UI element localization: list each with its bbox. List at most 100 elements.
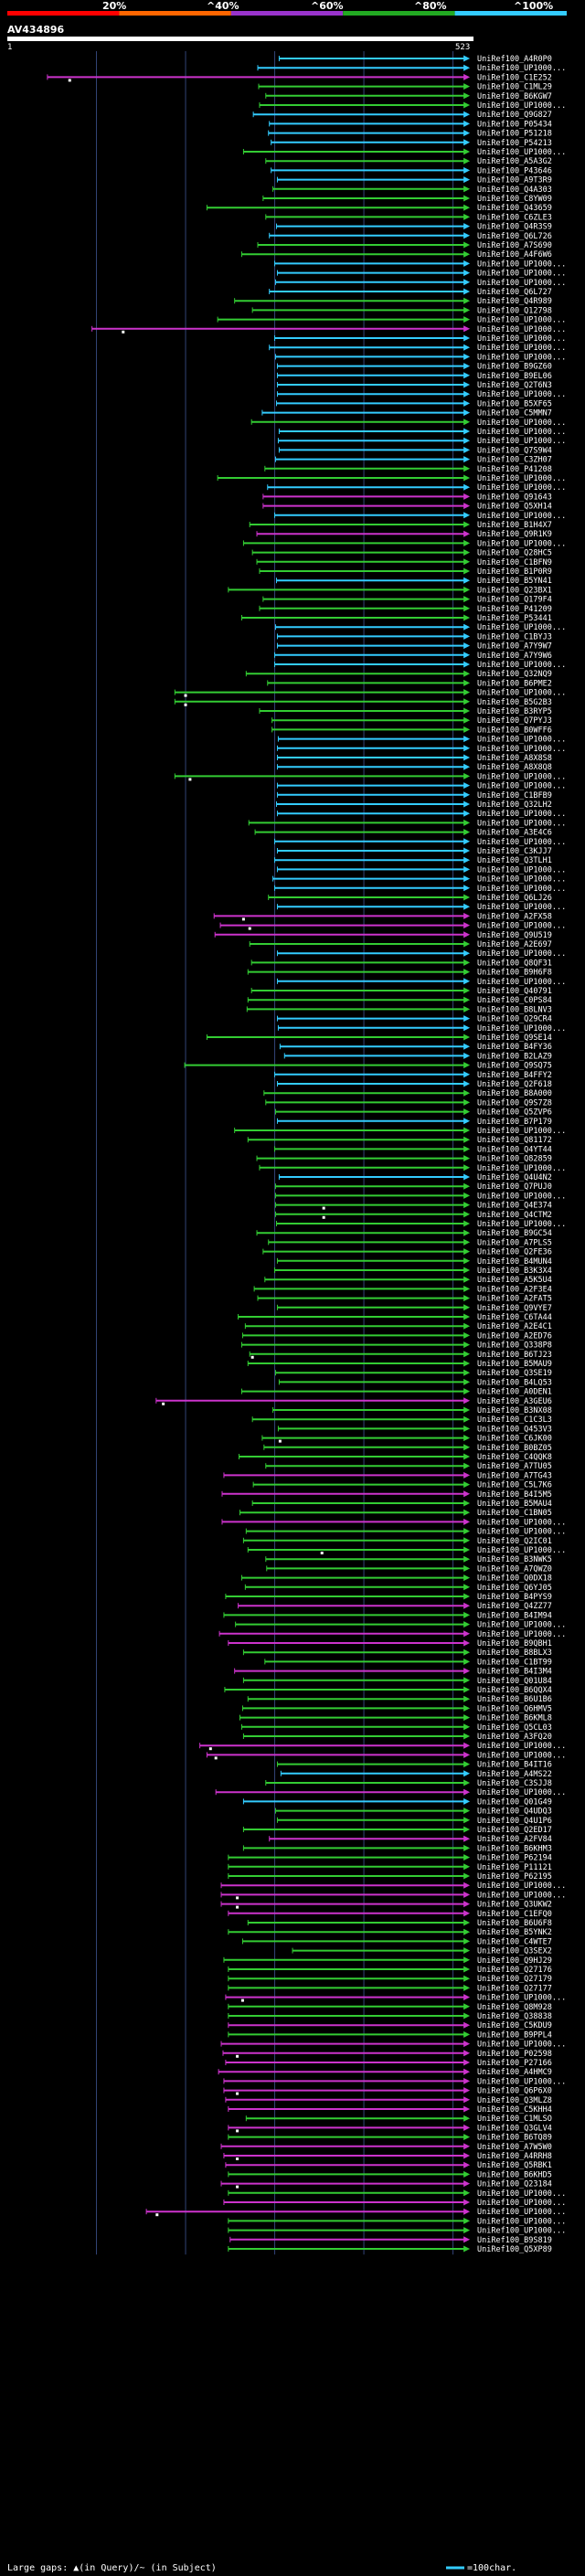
hit-row[interactable]: UniRef100_B9GC54 [256, 1229, 552, 1238]
hit-label[interactable]: UniRef100_A4R0P0 [477, 55, 552, 64]
hit-label[interactable]: UniRef100_Q338P8 [477, 1341, 552, 1351]
hit-label[interactable]: UniRef100_C5KDU9 [477, 2021, 552, 2030]
hit-label[interactable]: UniRef100_UP1000... [477, 2189, 566, 2199]
hit-row[interactable]: UniRef100_B5XF65 [275, 399, 552, 408]
hit-row[interactable]: UniRef100_Q01G49 [242, 1797, 552, 1807]
hit-row[interactable]: UniRef100_Q5ZVP6 [275, 1108, 552, 1118]
hit-row[interactable]: UniRef100_UP1000... [91, 325, 567, 334]
hit-row[interactable]: UniRef100_A2ED76 [241, 1331, 552, 1341]
hit-row[interactable]: UniRef100_UP1000... [276, 270, 566, 279]
hit-row[interactable]: UniRef100_Q6P6X0 [223, 2087, 552, 2096]
hit-label[interactable]: UniRef100_B2LAZ9 [477, 1052, 552, 1061]
hit-label[interactable]: UniRef100_B3RYP5 [477, 707, 552, 716]
hit-row[interactable]: UniRef100_Q01U84 [242, 1677, 552, 1686]
hit-label[interactable]: UniRef100_Q3TLH1 [477, 856, 552, 865]
hit-row[interactable]: UniRef100_Q4YT44 [274, 1145, 552, 1154]
hit-row[interactable]: UniRef100_Q5XH14 [262, 503, 552, 512]
hit-label[interactable]: UniRef100_UP1000... [477, 334, 566, 344]
hit-row[interactable]: UniRef100_B4IT16 [276, 1761, 552, 1770]
hit-label[interactable]: UniRef100_UP1000... [477, 736, 566, 745]
hit-row[interactable]: UniRef100_Q4R989 [234, 297, 552, 306]
hit-label[interactable]: UniRef100_B0BZ05 [477, 1444, 552, 1453]
hit-row[interactable]: UniRef100_B6QQX4 [224, 1686, 552, 1695]
hit-label[interactable]: UniRef100_Q9HJ29 [477, 1956, 552, 1966]
hit-row[interactable]: UniRef100_B5G2B3 [174, 698, 552, 707]
hit-label[interactable]: UniRef100_UP1000... [477, 270, 566, 279]
hit-label[interactable]: UniRef100_Q0DX18 [477, 1574, 552, 1584]
hit-label[interactable]: UniRef100_Q4U4N2 [477, 1173, 552, 1182]
hit-row[interactable]: UniRef100_A4HMC9 [218, 2068, 552, 2077]
hit-row[interactable]: UniRef100_B3K3X4 [274, 1267, 552, 1276]
hit-row[interactable]: UniRef100_A2E4C1 [244, 1322, 552, 1331]
hit-label[interactable]: UniRef100_B4LQ53 [477, 1378, 552, 1387]
hit-label[interactable]: UniRef100_B6KHM3 [477, 1844, 552, 1853]
hit-label[interactable]: UniRef100_UP1000... [477, 64, 566, 73]
hit-row[interactable]: UniRef100_P54213 [271, 139, 552, 148]
hit-row[interactable]: UniRef100_B9GZ60 [276, 363, 552, 372]
hit-row[interactable]: UniRef100_P41208 [264, 465, 552, 474]
hit-label[interactable]: UniRef100_UP1000... [477, 2217, 566, 2226]
hit-row[interactable]: UniRef100_Q23184 [220, 2180, 552, 2189]
hit-row[interactable]: UniRef100_Q38838 [228, 2012, 552, 2021]
hit-row[interactable]: UniRef100_UP1000... [219, 922, 566, 931]
hit-row[interactable]: UniRef100_C4WTE7 [241, 1937, 552, 1946]
hit-row[interactable]: UniRef100_B7P179 [276, 1118, 552, 1127]
hit-row[interactable]: UniRef100_UP1000... [223, 2199, 566, 2208]
hit-label[interactable]: UniRef100_UP1000... [477, 1788, 566, 1797]
hit-row[interactable]: UniRef100_Q27177 [228, 1984, 552, 1993]
hit-row[interactable]: UniRef100_B9QBH1 [228, 1639, 552, 1648]
hit-row[interactable]: UniRef100_A7Y9W7 [276, 642, 552, 652]
hit-label[interactable]: UniRef100_C1BFB9 [477, 791, 552, 800]
hit-row[interactable]: UniRef100_Q81172 [247, 1136, 552, 1145]
hit-row[interactable]: UniRef100_C6ZLE3 [265, 213, 552, 222]
hit-label[interactable]: UniRef100_Q27176 [477, 1966, 552, 1975]
hit-row[interactable]: UniRef100_UP1000... [217, 316, 566, 325]
hit-label[interactable]: UniRef100_UP1000... [477, 279, 566, 288]
hit-label[interactable]: UniRef100_Q6LJ26 [477, 894, 552, 903]
hit-row[interactable]: UniRef100_Q0DX18 [240, 1574, 552, 1584]
hit-label[interactable]: UniRef100_P62195 [477, 1872, 552, 1882]
hit-label[interactable]: UniRef100_A4MS22 [477, 1770, 552, 1779]
hit-row[interactable]: UniRef100_C1MLSO [245, 2115, 552, 2124]
hit-label[interactable]: UniRef100_UP1000... [477, 875, 566, 885]
hit-row[interactable]: UniRef100_Q2ED17 [242, 1826, 552, 1835]
hit-label[interactable]: UniRef100_A2ED76 [477, 1331, 552, 1341]
hit-label[interactable]: UniRef100_C4WTE7 [477, 1937, 552, 1946]
hit-label[interactable]: UniRef100_UP1000... [477, 1546, 566, 1555]
hit-label[interactable]: UniRef100_UP1000... [477, 810, 566, 819]
hit-label[interactable]: UniRef100_B5MAU4 [477, 1500, 552, 1509]
hit-row[interactable]: UniRef100_UP1000... [277, 1024, 566, 1034]
hit-label[interactable]: UniRef100_Q4U1P6 [477, 1817, 552, 1826]
hit-row[interactable]: UniRef100_B1H4X7 [249, 521, 552, 530]
hit-row[interactable]: UniRef100_C5KDU9 [228, 2021, 552, 2030]
hit-row[interactable]: UniRef100_UP1000... [206, 1751, 566, 1760]
hit-label[interactable]: UniRef100_B3NX08 [477, 1406, 552, 1415]
hit-row[interactable]: UniRef100_B9PPL4 [228, 2030, 552, 2040]
hit-row[interactable]: UniRef100_A2FV84 [269, 1835, 552, 1844]
hit-row[interactable]: UniRef100_C1ML29 [258, 83, 552, 92]
hit-label[interactable]: UniRef100_B4FFY2 [477, 1071, 552, 1080]
hit-row[interactable]: UniRef100_Q179F4 [262, 596, 552, 605]
hit-row[interactable]: UniRef100_Q27179 [228, 1975, 552, 1984]
hit-row[interactable]: UniRef100_B2LAZ9 [283, 1052, 552, 1061]
hit-label[interactable]: UniRef100_Q2T6N3 [477, 381, 552, 390]
hit-row[interactable]: UniRef100_Q29CR4 [276, 1015, 552, 1024]
hit-row[interactable]: UniRef100_A5K5U4 [264, 1276, 552, 1285]
hit-row[interactable]: UniRef100_Q9HJ29 [223, 1956, 552, 1966]
hit-label[interactable]: UniRef100_C1E252 [477, 73, 552, 82]
hit-label[interactable]: UniRef100_UP1000... [477, 419, 566, 428]
hit-row[interactable]: UniRef100_A8X8Q8 [276, 763, 552, 772]
hit-row[interactable]: UniRef100_B9S819 [229, 2236, 552, 2245]
hit-row[interactable]: UniRef100_Q6YJ05 [244, 1584, 552, 1593]
hit-label[interactable]: UniRef100_A9T3R9 [477, 176, 552, 186]
hit-label[interactable]: UniRef100_Q5RBK1 [477, 2161, 552, 2170]
hit-label[interactable]: UniRef100_UP1000... [477, 819, 566, 828]
hit-label[interactable]: UniRef100_Q9G827 [477, 111, 552, 120]
hit-label[interactable]: UniRef100_C1BN05 [477, 1509, 552, 1518]
hit-label[interactable]: UniRef100_Q9VYE7 [477, 1304, 552, 1313]
hit-row[interactable]: UniRef100_B5YNK2 [228, 1928, 552, 1937]
hit-row[interactable]: UniRef100_UP1000... [275, 353, 567, 362]
hit-row[interactable]: UniRef100_Q6L727 [269, 288, 552, 297]
hit-label[interactable]: UniRef100_Q01U84 [477, 1677, 552, 1686]
hit-row[interactable]: UniRef100_UP1000... [221, 1518, 566, 1527]
